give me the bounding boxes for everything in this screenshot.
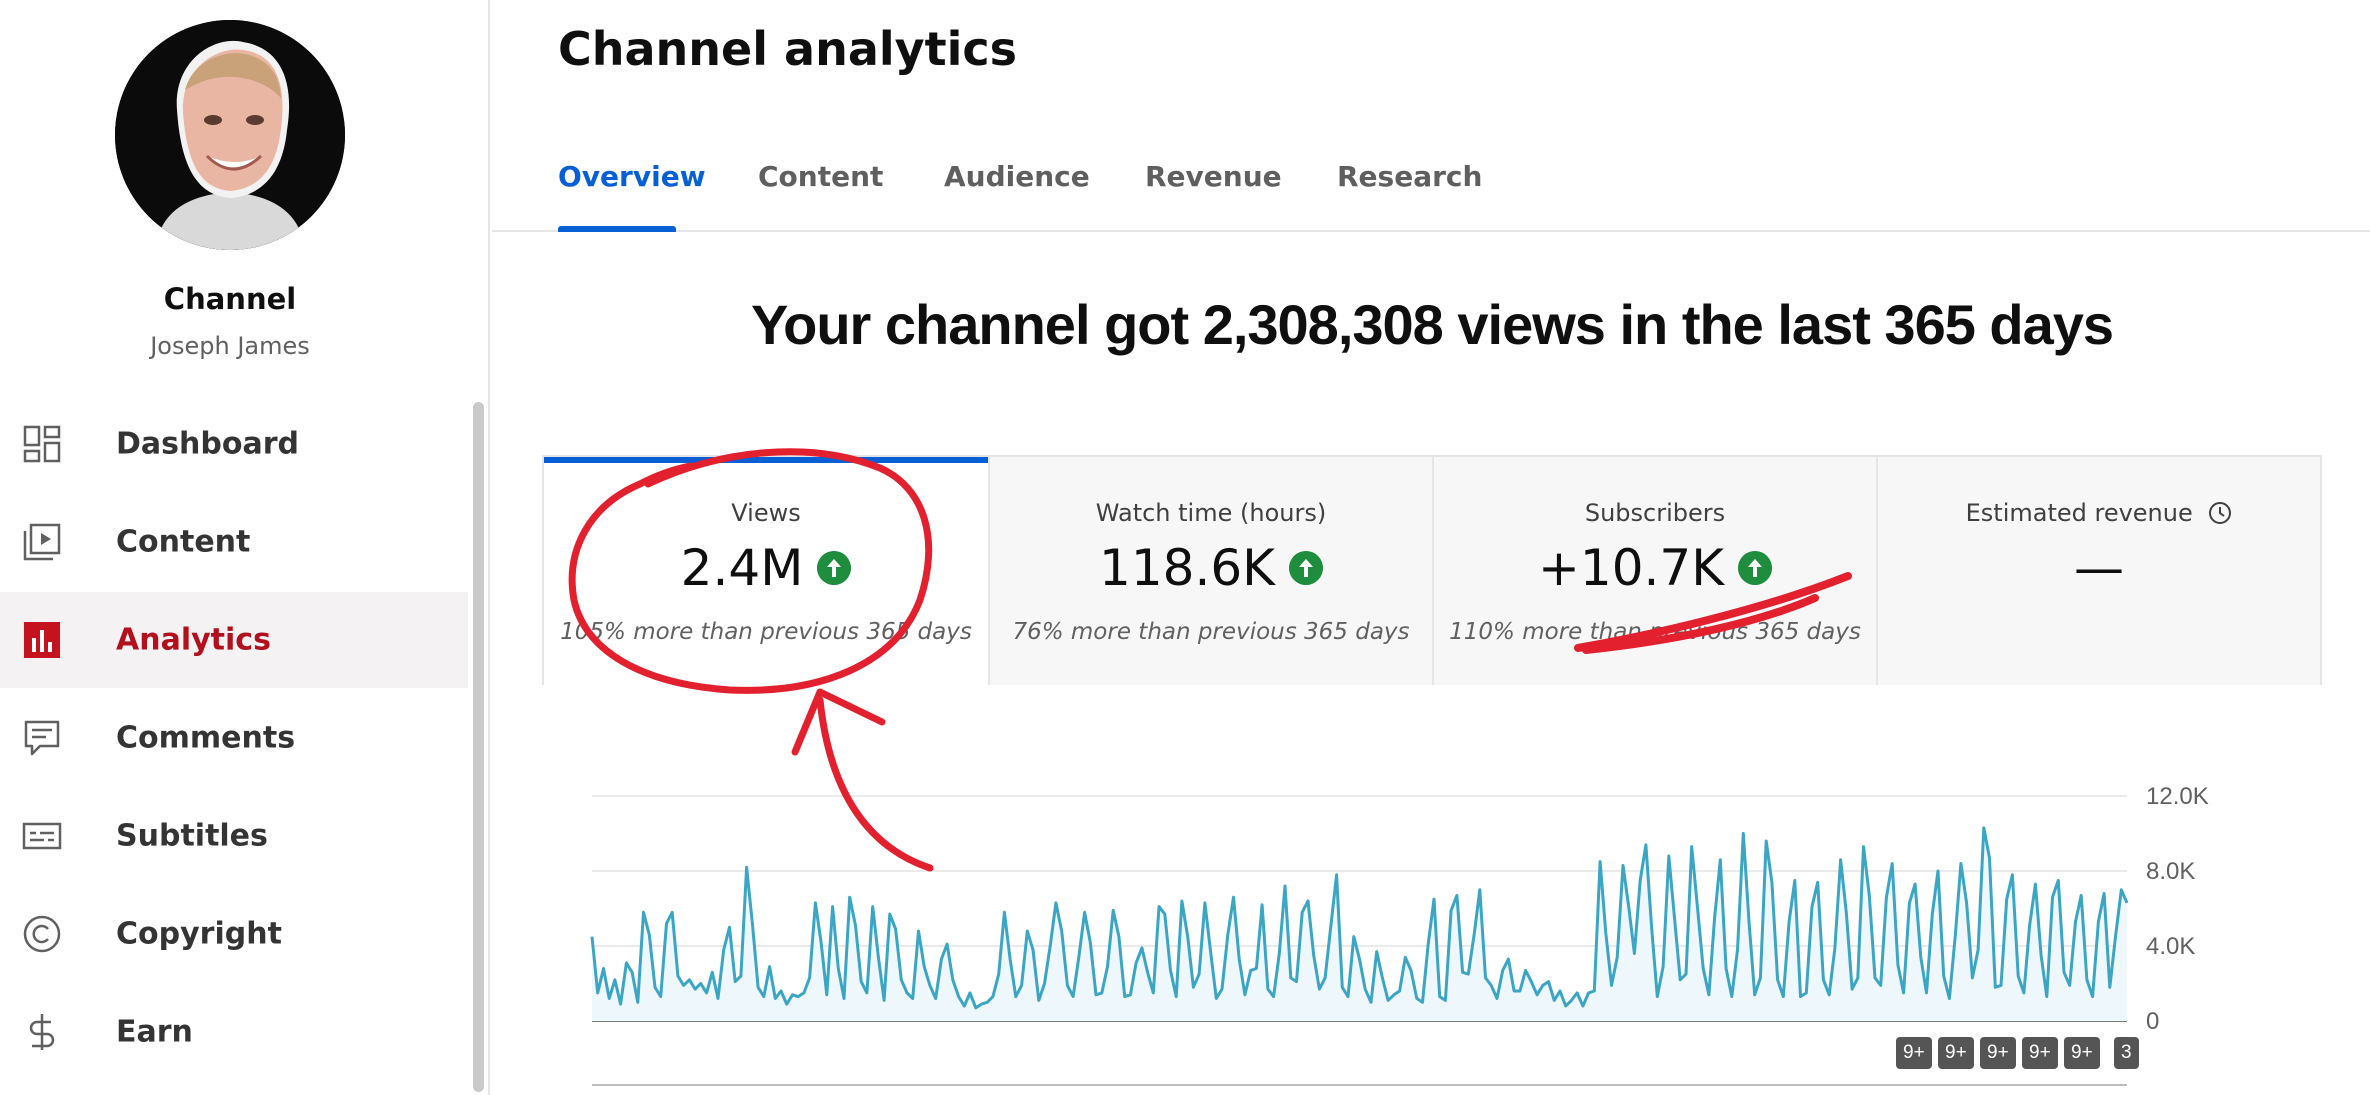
annotation-badge[interactable]: 9+ [1980, 1037, 2016, 1069]
channel-name: Joseph James [150, 332, 310, 360]
copyright-icon [23, 915, 61, 953]
metric-cards: Views 2.4M 105% more than previous 365 d… [542, 455, 2322, 685]
metric-value: 118.6K [1099, 539, 1275, 597]
dashboard-icon [23, 425, 61, 463]
metric-label: Views [731, 499, 801, 527]
annotation-badge[interactable]: 9+ [2064, 1037, 2100, 1069]
subtitles-icon [22, 822, 62, 850]
metric-card-subscribers[interactable]: Subscribers +10.7K 110% more than previo… [1432, 457, 1876, 685]
annotation-arrowhead [791, 688, 886, 756]
y-axis-labels: 12.0K 8.0K 4.0K 0 [2146, 783, 2209, 1035]
sidebar-item-subtitles[interactable]: Subtitles [0, 788, 468, 884]
sidebar-item-label: Content [116, 524, 251, 560]
active-tab-indicator [558, 226, 676, 232]
metric-comparison: 105% more than previous 365 days [560, 619, 972, 645]
sidebar-item-label: Subtitles [116, 818, 268, 854]
metric-value-row: 118.6K [990, 539, 1432, 597]
summary-headline: Your channel got 2,308,308 views in the … [750, 293, 2114, 356]
metric-label: Subscribers [1584, 499, 1726, 527]
sidebar-item-earn[interactable]: Earn [0, 984, 468, 1080]
avatar-photo [115, 20, 345, 250]
metric-card-watch-time[interactable]: Watch time (hours) 118.6K 76% more than … [988, 457, 1432, 685]
sidebar-item-content[interactable]: Content [0, 494, 468, 590]
views-series-line [590, 826, 2129, 1010]
sidebar-item-label: Comments [116, 720, 296, 756]
y-tick-label: 0 [2146, 1008, 2159, 1035]
metric-label-row: Estimated revenue [1878, 499, 2320, 527]
channel-avatar[interactable] [115, 20, 345, 250]
views-area-fill [592, 827, 2127, 1021]
page-title: Channel analytics [558, 22, 1018, 76]
sidebar-item-dashboard[interactable]: Dashboard [0, 396, 468, 492]
metric-comparison: 76% more than previous 365 days [1012, 619, 1410, 645]
annotation-badge[interactable]: 9+ [2022, 1037, 2058, 1069]
metric-card-revenue[interactable]: Estimated revenue — [1876, 457, 2320, 685]
content-icon [23, 523, 61, 561]
trend-up-icon [1288, 551, 1323, 585]
earn-icon [29, 1014, 55, 1050]
y-tick-label: 4.0K [2146, 933, 2195, 960]
clock-icon[interactable] [2208, 501, 2232, 525]
metric-card-views[interactable]: Views 2.4M 105% more than previous 365 d… [544, 457, 988, 685]
metric-value-row: — [1878, 539, 2320, 597]
annotation-badge[interactable]: 3 [2114, 1037, 2139, 1069]
sidebar-item-label: Earn [116, 1014, 193, 1050]
metric-label: Watch time (hours) [1095, 499, 1327, 527]
sidebar-item-analytics[interactable]: Analytics [0, 592, 468, 688]
comments-icon [24, 720, 60, 756]
annotation-badge[interactable]: 9+ [1896, 1037, 1932, 1069]
sidebar-item-comments[interactable]: Comments [0, 690, 468, 786]
sidebar-item-label: Dashboard [116, 426, 299, 462]
metric-value: +10.7K [1537, 539, 1724, 597]
trend-up-icon [1738, 551, 1772, 585]
tab-research[interactable]: Research [1337, 160, 1483, 193]
metric-comparison: 110% more than previous 365 days [1449, 619, 1861, 645]
sidebar-item-copyright[interactable]: Copyright [0, 886, 468, 982]
annotation-badge[interactable]: 9+ [1938, 1037, 1974, 1069]
tab-revenue[interactable]: Revenue [1145, 160, 1282, 193]
sidebar: Channel Joseph James Dashboard Content A… [0, 0, 490, 1095]
tab-audience[interactable]: Audience [944, 160, 1090, 193]
trend-up-icon [817, 551, 852, 585]
sidebar-item-label: Analytics [116, 622, 271, 658]
tab-bar: Overview Content Audience Revenue Resear… [492, 140, 2370, 232]
metric-label: Estimated revenue [1965, 499, 2193, 527]
analytics-icon [24, 622, 60, 658]
y-tick-label: 12.0K [2146, 783, 2209, 810]
metric-value: 2.4M [680, 539, 804, 597]
metric-value: — [2074, 539, 2124, 597]
sidebar-scrollbar[interactable] [473, 402, 484, 1092]
channel-label: Channel [163, 282, 297, 316]
y-tick-label: 8.0K [2146, 858, 2195, 885]
tab-overview[interactable]: Overview [558, 160, 706, 193]
metric-value-row: +10.7K [1434, 539, 1876, 597]
sidebar-item-label: Copyright [116, 916, 282, 952]
metric-value-row: 2.4M [544, 539, 988, 597]
tab-content[interactable]: Content [758, 160, 884, 193]
